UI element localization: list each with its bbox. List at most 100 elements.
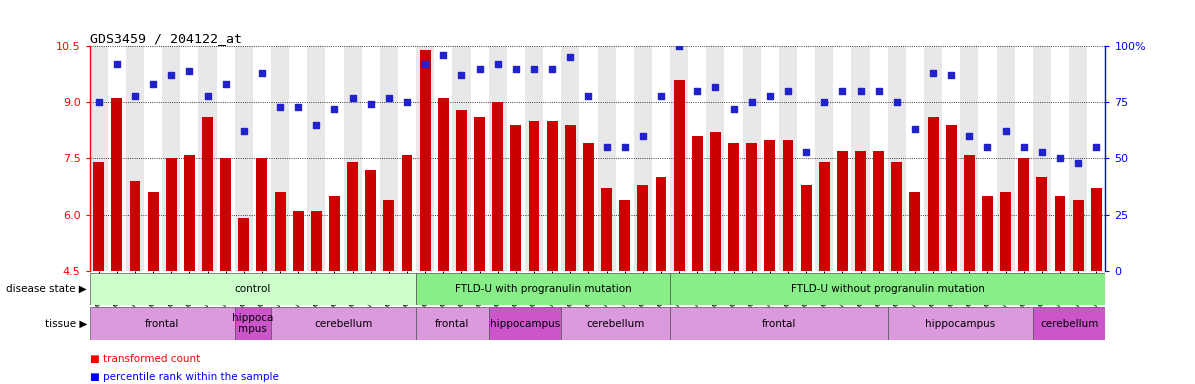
Point bbox=[851, 88, 870, 94]
Text: cerebellum: cerebellum bbox=[587, 318, 645, 329]
Point bbox=[778, 88, 797, 94]
Bar bbox=[1073, 200, 1084, 271]
Bar bbox=[761, 46, 779, 271]
Point bbox=[924, 70, 943, 76]
Point bbox=[525, 66, 544, 72]
Text: frontal: frontal bbox=[145, 318, 179, 329]
Point bbox=[997, 128, 1016, 134]
Bar bbox=[329, 196, 339, 271]
Bar bbox=[961, 46, 979, 271]
Point bbox=[942, 72, 961, 78]
Bar bbox=[979, 46, 997, 271]
Bar bbox=[108, 46, 125, 271]
Bar bbox=[366, 170, 376, 271]
Text: disease state ▶: disease state ▶ bbox=[6, 284, 87, 294]
Bar bbox=[419, 50, 430, 271]
Bar bbox=[1000, 192, 1011, 271]
Bar bbox=[148, 192, 159, 271]
Point bbox=[815, 99, 834, 105]
Bar bbox=[619, 200, 630, 271]
Bar bbox=[220, 159, 231, 271]
Point bbox=[887, 99, 906, 105]
Text: ■ percentile rank within the sample: ■ percentile rank within the sample bbox=[90, 372, 278, 382]
Bar bbox=[90, 307, 234, 340]
Bar bbox=[380, 46, 398, 271]
Text: FTLD-U with progranulin mutation: FTLD-U with progranulin mutation bbox=[455, 284, 631, 294]
Bar bbox=[924, 46, 942, 271]
Point bbox=[325, 106, 344, 112]
Bar bbox=[728, 144, 739, 271]
Bar bbox=[997, 46, 1015, 271]
Bar bbox=[706, 46, 724, 271]
Bar bbox=[234, 46, 253, 271]
Bar bbox=[598, 46, 615, 271]
Bar bbox=[580, 46, 598, 271]
Bar bbox=[1015, 46, 1032, 271]
Bar bbox=[166, 159, 177, 271]
Bar bbox=[90, 273, 416, 305]
Bar bbox=[674, 80, 685, 271]
Bar bbox=[525, 46, 543, 271]
Point bbox=[252, 70, 271, 76]
Bar bbox=[874, 151, 884, 271]
Bar bbox=[637, 185, 648, 271]
Point bbox=[978, 144, 997, 150]
Bar bbox=[546, 121, 558, 271]
Bar bbox=[402, 155, 412, 271]
Point bbox=[797, 149, 816, 155]
Bar bbox=[344, 46, 362, 271]
Bar bbox=[562, 46, 580, 271]
Bar bbox=[384, 200, 394, 271]
Point bbox=[398, 99, 417, 105]
Point bbox=[633, 133, 652, 139]
Bar bbox=[275, 192, 286, 271]
Point bbox=[270, 104, 289, 110]
Bar bbox=[289, 46, 307, 271]
Text: frontal: frontal bbox=[435, 318, 470, 329]
Bar bbox=[964, 155, 975, 271]
Bar bbox=[293, 211, 304, 271]
Point bbox=[598, 144, 617, 150]
Point bbox=[90, 99, 109, 105]
Bar bbox=[238, 218, 250, 271]
Bar bbox=[601, 189, 612, 271]
Point bbox=[307, 122, 326, 128]
Bar bbox=[783, 140, 793, 271]
Bar bbox=[797, 46, 815, 271]
Point bbox=[560, 54, 580, 60]
Bar bbox=[507, 46, 525, 271]
Bar bbox=[1087, 46, 1105, 271]
Bar bbox=[348, 162, 358, 271]
Point bbox=[742, 99, 761, 105]
Bar bbox=[489, 307, 562, 340]
Bar bbox=[742, 46, 761, 271]
Bar bbox=[670, 46, 688, 271]
Point bbox=[470, 66, 489, 72]
Point bbox=[833, 88, 852, 94]
Bar bbox=[656, 177, 667, 271]
Bar bbox=[815, 46, 833, 271]
Bar bbox=[927, 117, 938, 271]
Point bbox=[543, 66, 562, 72]
Bar bbox=[1018, 159, 1029, 271]
Bar bbox=[856, 151, 866, 271]
Bar bbox=[615, 46, 633, 271]
Text: hippocampus: hippocampus bbox=[925, 318, 995, 329]
Bar bbox=[434, 46, 453, 271]
Point bbox=[1015, 144, 1034, 150]
Point bbox=[578, 93, 598, 99]
Text: FTLD-U without progranulin mutation: FTLD-U without progranulin mutation bbox=[791, 284, 985, 294]
Bar bbox=[202, 117, 213, 271]
Bar bbox=[416, 273, 670, 305]
Bar bbox=[851, 46, 870, 271]
Bar bbox=[562, 307, 670, 340]
Bar bbox=[891, 162, 902, 271]
Bar bbox=[801, 185, 811, 271]
Bar bbox=[765, 140, 776, 271]
Text: GDS3459 / 204122_at: GDS3459 / 204122_at bbox=[90, 32, 241, 45]
Bar bbox=[942, 46, 961, 271]
Bar bbox=[565, 125, 576, 271]
Point bbox=[760, 93, 779, 99]
Point bbox=[1086, 144, 1105, 150]
Point bbox=[651, 93, 670, 99]
